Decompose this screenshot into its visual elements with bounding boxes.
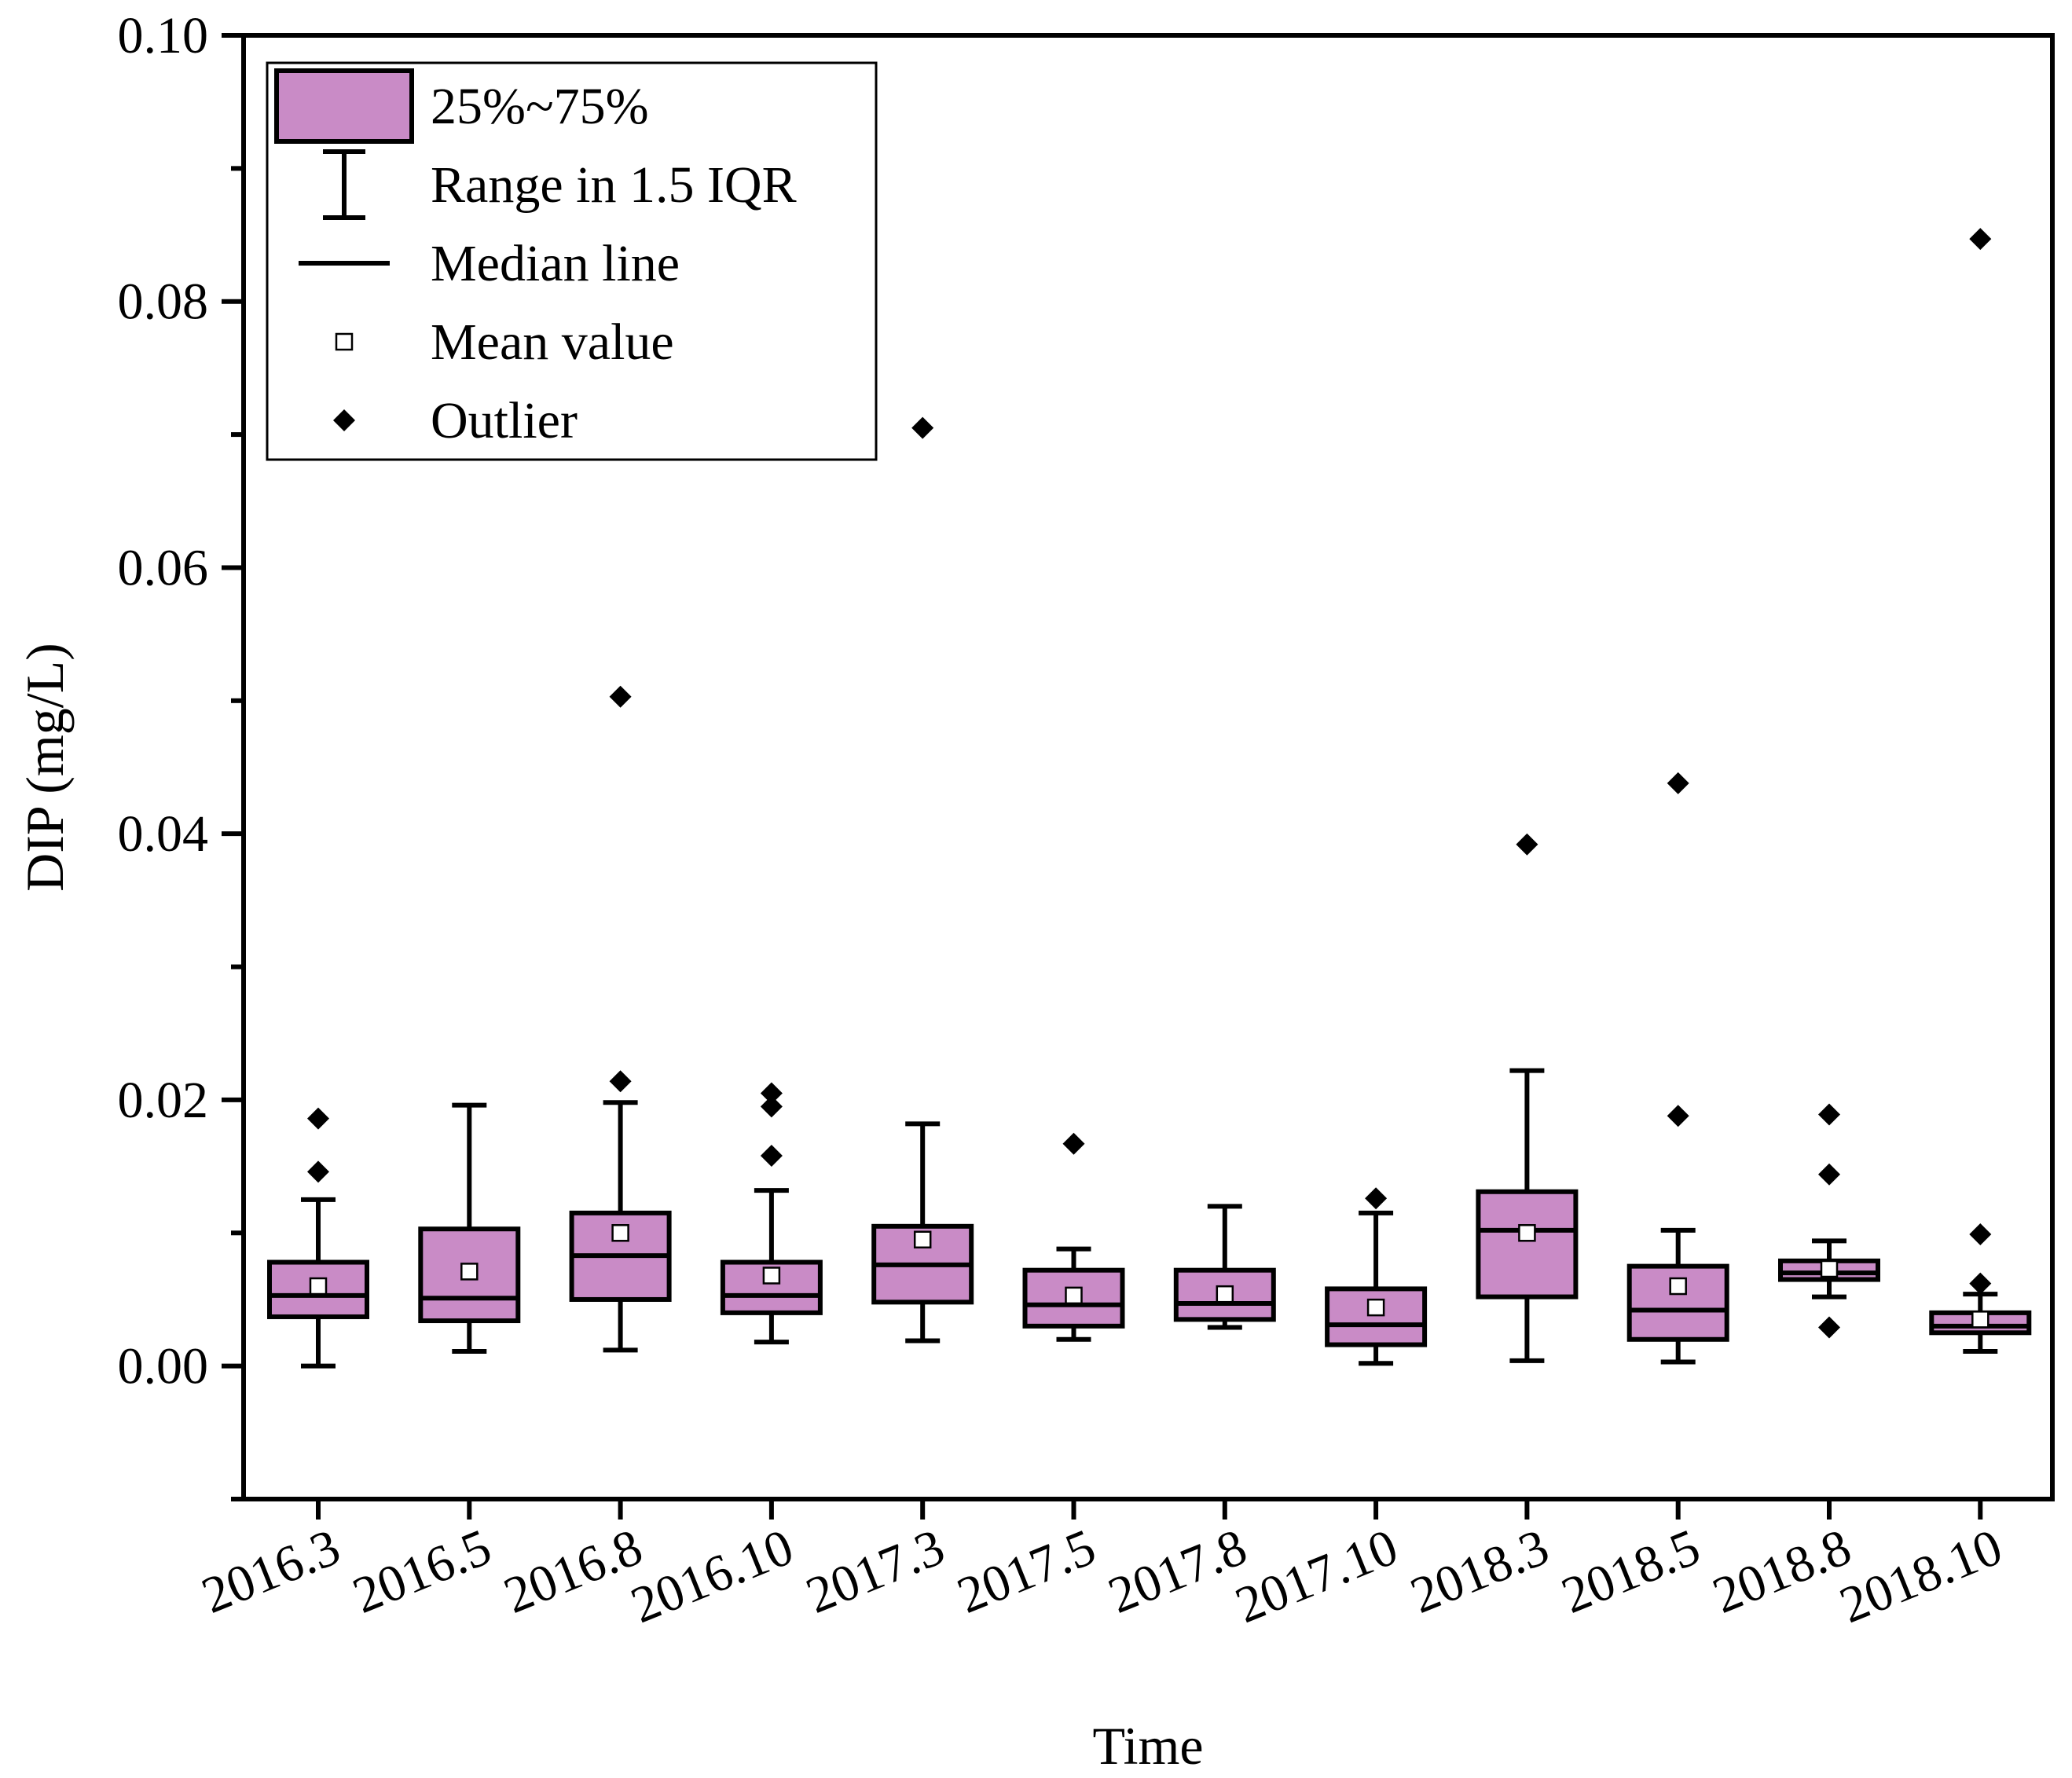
legend-label-mean: Mean value <box>431 313 674 371</box>
mean-marker <box>762 1267 781 1285</box>
plot-frame <box>241 33 2055 1501</box>
y-tick-label: 0.10 <box>118 7 209 64</box>
legend-label-box: 25%~75% <box>431 78 649 135</box>
box-group-2017.5 <box>1022 1132 1125 1342</box>
mean-marker <box>309 1277 328 1296</box>
mean-marker <box>913 1230 932 1248</box>
iqr-box <box>1476 1189 1579 1300</box>
box-group-2016.8 <box>569 685 672 1353</box>
mean-marker <box>1065 1286 1083 1305</box>
mean-marker <box>460 1263 479 1281</box>
outlier-point <box>1818 1163 1840 1186</box>
mean-marker <box>1216 1285 1234 1303</box>
box-group-2016.10 <box>720 1082 823 1345</box>
outlier-point <box>307 1160 329 1183</box>
iqr-box <box>1626 1263 1729 1342</box>
box-group-2017.8 <box>1173 1204 1276 1330</box>
mean-marker <box>1518 1224 1536 1242</box>
outlier-point <box>1818 1316 1840 1339</box>
legend-mean-symbol <box>335 332 354 351</box>
boxes-layer <box>267 228 2032 1369</box>
outlier-point <box>760 1145 783 1168</box>
legend: 25%~75% Range in 1.5 IQR Median line Mean v… <box>266 61 878 461</box>
y-axis-title: DIP (mg/L) <box>15 643 75 892</box>
legend-label-outlier: Outlier <box>431 392 578 449</box>
outlier-point <box>1667 772 1689 794</box>
mean-marker <box>1820 1259 1839 1278</box>
iqr-box <box>1325 1286 1428 1347</box>
outlier-point <box>1818 1103 1840 1126</box>
mean-marker <box>611 1224 629 1242</box>
outlier-point <box>1969 1223 1992 1245</box>
x-axis-title: Time <box>1092 1716 1203 1776</box>
box-group-2018.3 <box>1476 833 1579 1363</box>
y-tick-label: 0.08 <box>118 273 209 331</box>
legend-label-whisker: Range in 1.5 IQR <box>431 156 797 214</box>
mean-marker <box>1366 1298 1385 1317</box>
outlier-point <box>1365 1187 1388 1210</box>
mean-marker <box>1971 1311 1989 1329</box>
box-group-2016.3 <box>267 1107 369 1369</box>
outlier-point <box>760 1095 783 1118</box>
legend-label-median: Median line <box>431 235 680 292</box>
outlier-point <box>1969 1272 1992 1295</box>
y-tick-label: 0.02 <box>118 1072 209 1129</box>
box-group-2018.10 <box>1929 228 2032 1355</box>
outlier-point <box>1969 228 1992 251</box>
box-group-2017.3 <box>871 416 974 1344</box>
box-group-2018.8 <box>1778 1103 1880 1339</box>
legend-outlier-symbol <box>333 409 355 431</box>
mean-marker <box>1669 1277 1687 1296</box>
outlier-point <box>307 1107 329 1130</box>
box-group-2016.5 <box>418 1102 521 1355</box>
outlier-point <box>609 685 632 708</box>
outlier-point <box>911 416 934 439</box>
outlier-point <box>609 1070 632 1093</box>
y-tick-label: 0.06 <box>118 539 209 596</box>
box-group-2017.10 <box>1325 1187 1428 1366</box>
y-tick-label: 0.00 <box>118 1338 209 1395</box>
outlier-point <box>1667 1105 1689 1127</box>
y-tick-label: 0.04 <box>118 805 209 863</box>
outlier-point <box>1062 1132 1085 1155</box>
box-group-2018.5 <box>1626 772 1729 1365</box>
legend-box-symbol <box>274 68 414 144</box>
outlier-point <box>760 1082 783 1105</box>
outlier-point <box>1516 833 1538 856</box>
